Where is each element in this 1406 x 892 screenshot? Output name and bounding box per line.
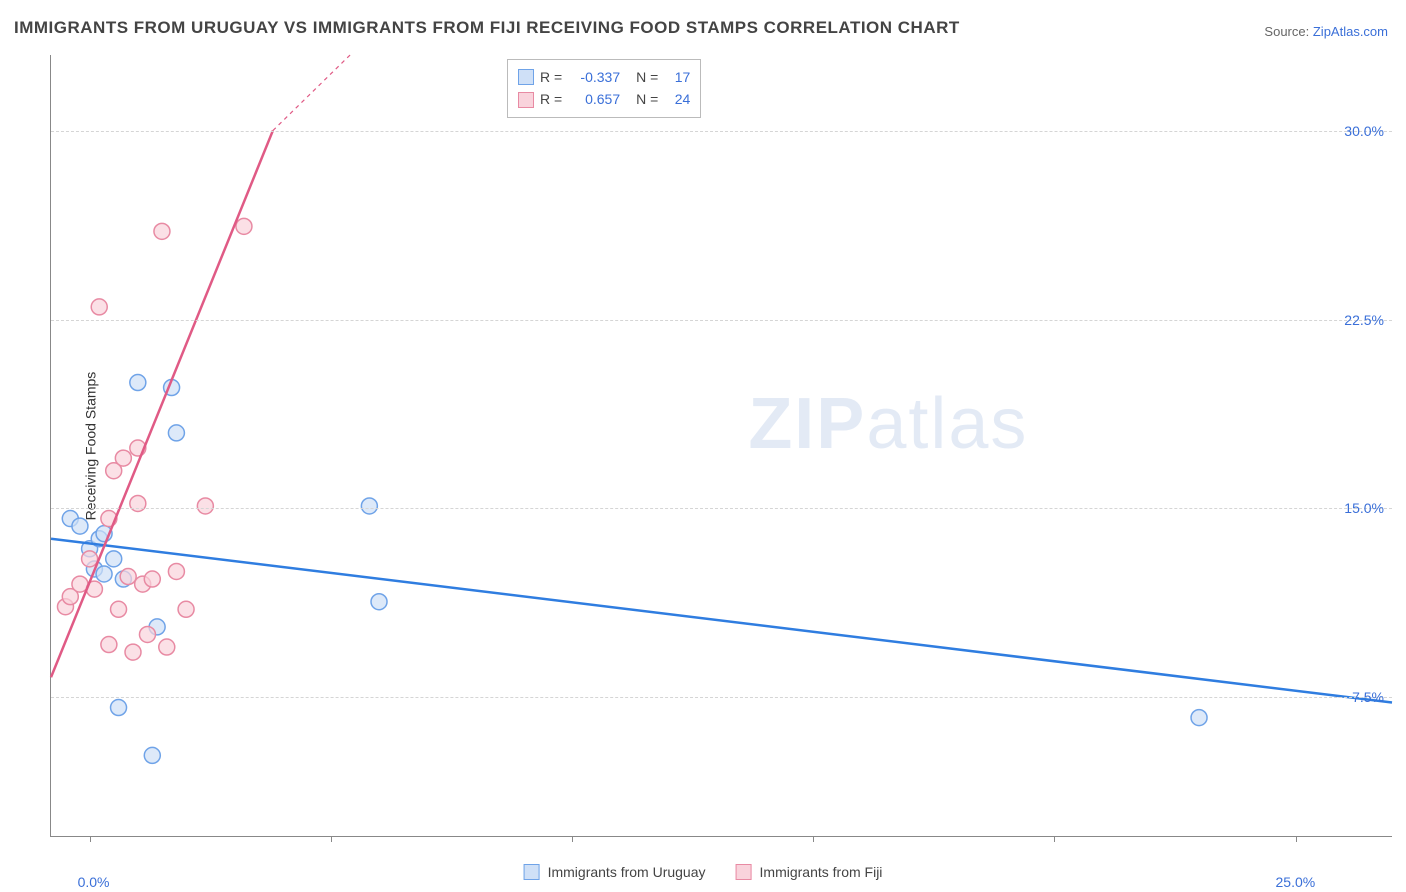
data-point — [72, 518, 88, 534]
data-point — [168, 563, 184, 579]
gridline — [51, 320, 1392, 321]
legend-n-value: 17 — [664, 66, 690, 88]
trend-line — [51, 539, 1392, 703]
legend-r-label: R = — [540, 66, 562, 88]
x-tick — [1054, 836, 1055, 842]
legend-n-label: N = — [636, 88, 658, 110]
data-point — [139, 626, 155, 642]
data-point — [159, 639, 175, 655]
gridline — [51, 131, 1392, 132]
x-tick — [1296, 836, 1297, 842]
source-attribution: Source: ZipAtlas.com — [1264, 24, 1388, 39]
series-name: Immigrants from Fiji — [760, 864, 883, 880]
legend-n-value: 24 — [664, 88, 690, 110]
legend-r-label: R = — [540, 88, 562, 110]
data-point — [82, 551, 98, 567]
data-point — [236, 218, 252, 234]
legend-swatch — [518, 92, 534, 108]
legend-n-label: N = — [636, 66, 658, 88]
data-point — [371, 594, 387, 610]
x-tick — [331, 836, 332, 842]
gridline — [51, 508, 1392, 509]
trend-line — [51, 131, 273, 678]
data-point — [130, 375, 146, 391]
scatter-plot-svg — [51, 55, 1392, 836]
data-point — [106, 551, 122, 567]
data-point — [197, 498, 213, 514]
x-tick — [90, 836, 91, 842]
legend-row: R = -0.337 N = 17 — [518, 66, 690, 88]
x-tick-label: 25.0% — [1276, 874, 1316, 890]
data-point — [144, 571, 160, 587]
data-point — [154, 223, 170, 239]
x-tick — [813, 836, 814, 842]
data-point — [96, 566, 112, 582]
plot-area: ZIPatlas R =-0.337N =17R =0.657N =24 7.5… — [50, 55, 1392, 837]
gridline — [51, 697, 1392, 698]
data-point — [178, 601, 194, 617]
data-point — [91, 299, 107, 315]
data-point — [120, 569, 136, 585]
series-legend-item: Immigrants from Uruguay — [524, 864, 706, 880]
data-point — [125, 644, 141, 660]
legend-r-value: 0.657 — [568, 88, 620, 110]
x-tick-label: 0.0% — [78, 874, 110, 890]
legend-swatch — [524, 864, 540, 880]
source-label: Source: — [1264, 24, 1309, 39]
legend-row: R = 0.657 N = 24 — [518, 88, 690, 110]
series-legend-item: Immigrants from Fiji — [736, 864, 883, 880]
correlation-legend: R = -0.337 N = 17 R = 0.657 N = 24 — [507, 59, 701, 118]
y-tick-label: 7.5% — [1352, 689, 1384, 705]
y-tick-label: 22.5% — [1344, 312, 1384, 328]
data-point — [111, 700, 127, 716]
data-point — [168, 425, 184, 441]
y-tick-label: 15.0% — [1344, 500, 1384, 516]
data-point — [111, 601, 127, 617]
chart-container: { "title": "IMMIGRANTS FROM URUGUAY VS I… — [0, 0, 1406, 892]
legend-swatch — [736, 864, 752, 880]
series-legend: Immigrants from Uruguay Immigrants from F… — [524, 864, 883, 880]
source-link[interactable]: ZipAtlas.com — [1313, 24, 1388, 39]
data-point — [1191, 710, 1207, 726]
series-name: Immigrants from Uruguay — [548, 864, 706, 880]
data-point — [144, 747, 160, 763]
legend-swatch — [518, 69, 534, 85]
data-point — [361, 498, 377, 514]
data-point — [101, 637, 117, 653]
data-point — [115, 450, 131, 466]
chart-title: IMMIGRANTS FROM URUGUAY VS IMMIGRANTS FR… — [14, 18, 960, 38]
legend-r-value: -0.337 — [568, 66, 620, 88]
x-tick — [572, 836, 573, 842]
trend-line-extension — [273, 55, 350, 131]
y-tick-label: 30.0% — [1344, 123, 1384, 139]
